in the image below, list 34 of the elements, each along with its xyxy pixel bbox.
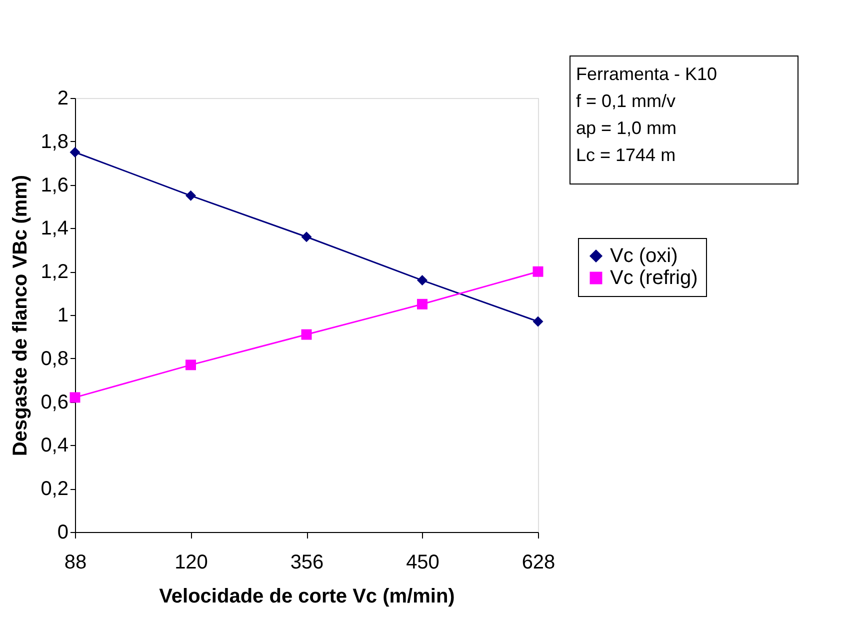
x-axis-title: Velocidade de corte Vc (m/min) (159, 586, 455, 608)
point (532, 316, 544, 327)
y-axis-title: Desgaste de flanco VBc (mm) (10, 174, 32, 456)
x-tick-label: 120 (174, 552, 208, 574)
y-tick-label: 0,8 (40, 348, 68, 370)
text: Lc = 1744 m (576, 145, 676, 165)
y-tick-label: 1,6 (40, 174, 68, 196)
y-tick-label: 0,6 (40, 391, 68, 414)
point (301, 329, 312, 340)
y-tick-label: 1,8 (40, 130, 68, 153)
text: f = 0,1 mm/v (576, 91, 676, 111)
y-tick-label: 1 (57, 304, 68, 326)
point (532, 266, 544, 277)
y-tick-label: 1,2 (40, 261, 68, 284)
y-tick-label: 2 (57, 88, 68, 110)
point (186, 190, 196, 201)
point (186, 360, 196, 370)
y-tick-label: 0,2 (40, 478, 68, 500)
x-tick-label: 450 (406, 552, 440, 574)
text: Ferramenta - K10 (576, 64, 718, 84)
point (70, 147, 80, 158)
y-tick-label: 0,4 (40, 434, 68, 457)
text: ap = 1,0 mm (576, 118, 677, 138)
legend-label: Vc (refrig) (610, 267, 698, 289)
x-tick-label: 356 (290, 552, 324, 574)
x-tick-label: 88 (64, 552, 87, 574)
y-tick-label: 0 (57, 522, 68, 544)
point (70, 392, 80, 403)
point (417, 298, 428, 310)
point (301, 232, 312, 242)
x-tick-label: 628 (522, 552, 556, 574)
y-tick-label: 1,4 (40, 218, 68, 240)
legend-label: Vc (oxi) (610, 245, 678, 267)
point (417, 275, 428, 286)
